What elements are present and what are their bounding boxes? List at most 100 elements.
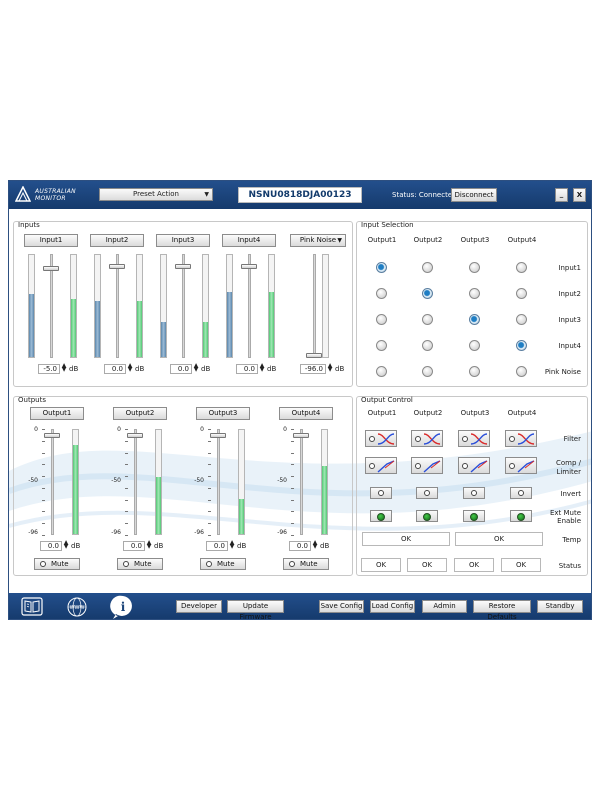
brand-line2: MONITOR [35, 195, 66, 202]
compressor-button[interactable] [458, 457, 490, 474]
ext-mute-enable-button[interactable] [463, 510, 485, 522]
route-radio[interactable] [469, 314, 480, 325]
info-label: i [121, 600, 126, 614]
pink-noise-value[interactable]: -96.0 [300, 364, 326, 374]
disconnect-button[interactable]: Disconnect [451, 188, 497, 202]
input-fader-thumb[interactable] [241, 263, 257, 269]
route-radio[interactable] [422, 288, 433, 299]
route-radio[interactable] [422, 340, 433, 351]
spin-updown-icon[interactable]: ▲ ▼ [146, 539, 152, 550]
input-gain-value[interactable]: -5.0 [38, 364, 60, 374]
input-channel-button[interactable]: Input1 [24, 234, 78, 247]
spin-updown-icon[interactable]: ▲ ▼ [127, 362, 133, 373]
route-radio[interactable] [422, 314, 433, 325]
compressor-button[interactable] [411, 457, 443, 474]
filter-button[interactable] [411, 430, 443, 447]
ext-mute-enable-button[interactable] [510, 510, 532, 522]
route-radio[interactable] [376, 340, 387, 351]
developer-button[interactable]: Developer [176, 600, 222, 613]
route-radio[interactable] [469, 366, 480, 377]
restore-defaults-button[interactable]: Restore Defaults [473, 600, 531, 619]
admin-button[interactable]: Admin [422, 600, 467, 613]
route-radio[interactable] [469, 288, 480, 299]
mute-button[interactable]: Mute [283, 558, 329, 570]
route-radio[interactable] [516, 340, 527, 351]
output-gain-value[interactable]: 0.0 [123, 541, 145, 551]
mute-button[interactable]: Mute [34, 558, 80, 570]
filter-button[interactable] [505, 430, 537, 447]
preset-action-dropdown[interactable]: Preset Action ▼ [99, 188, 213, 201]
invert-button[interactable] [463, 487, 485, 499]
spin-updown-icon[interactable]: ▲ ▼ [63, 539, 69, 550]
output-gain-value[interactable]: 0.0 [206, 541, 228, 551]
spin-updown-icon[interactable]: ▲ ▼ [229, 539, 235, 550]
input-channel-button[interactable]: Input3 [156, 234, 210, 247]
mute-button[interactable]: Mute [117, 558, 163, 570]
input-gain-value[interactable]: 0.0 [170, 364, 192, 374]
spin-updown-icon[interactable]: ▲ ▼ [259, 362, 265, 373]
input-selection-panel: Input Selection Output1 Output2 Output3 Out… [356, 221, 588, 387]
pink-noise-fader-thumb[interactable] [306, 353, 322, 358]
invert-button[interactable] [416, 487, 438, 499]
ext-mute-enable-button[interactable] [370, 510, 392, 522]
output-gain-value[interactable]: 0.0 [289, 541, 311, 551]
input-gain-value[interactable]: 0.0 [236, 364, 258, 374]
spin-updown-icon[interactable]: ▲ ▼ [312, 539, 318, 550]
output-gain-value[interactable]: 0.0 [40, 541, 62, 551]
input-level-meter-right [268, 254, 275, 358]
route-radio[interactable] [516, 262, 527, 273]
route-radio[interactable] [516, 366, 527, 377]
compressor-button[interactable] [505, 457, 537, 474]
output-fader-thumb[interactable] [293, 433, 309, 439]
website-globe-icon[interactable]: WWW [66, 596, 88, 618]
pink-noise-dropdown[interactable]: Pink Noise ▼ [290, 234, 346, 247]
input-channel-button[interactable]: Input4 [222, 234, 276, 247]
mute-button[interactable]: Mute [200, 558, 246, 570]
manual-book-icon[interactable] [21, 597, 43, 616]
route-radio[interactable] [376, 366, 387, 377]
ext-mute-led-icon [377, 513, 385, 521]
output-fader-thumb[interactable] [210, 433, 226, 439]
input-channel-button[interactable]: Input2 [90, 234, 144, 247]
route-radio[interactable] [469, 340, 480, 351]
invert-button[interactable] [510, 487, 532, 499]
route-radio[interactable] [376, 262, 387, 273]
route-radio[interactable] [516, 314, 527, 325]
load-config-button[interactable]: Load Config [370, 600, 415, 613]
mute-label: Mute [51, 560, 69, 568]
output-channel-button[interactable]: Output3 [196, 407, 250, 420]
route-radio[interactable] [469, 262, 480, 273]
route-radio[interactable] [422, 262, 433, 273]
dropdown-arrow-icon: ▼ [337, 237, 342, 244]
output-control-panel: Output Control Output1 Output2 Output3 Outp… [356, 396, 588, 576]
db-unit-label: dB [320, 542, 330, 550]
input-gain-value[interactable]: 0.0 [104, 364, 126, 374]
route-radio[interactable] [376, 314, 387, 325]
route-radio[interactable] [516, 288, 527, 299]
info-icon[interactable]: i [110, 594, 136, 620]
spin-updown-icon[interactable]: ▲ ▼ [327, 362, 333, 373]
filter-button[interactable] [458, 430, 490, 447]
input-fader-thumb[interactable] [43, 265, 59, 271]
input-fader-thumb[interactable] [109, 263, 125, 269]
invert-button[interactable] [370, 487, 392, 499]
output-fader-thumb[interactable] [44, 433, 60, 439]
compressor-button[interactable] [365, 457, 397, 474]
output-channel-button[interactable]: Output4 [279, 407, 333, 420]
route-radio[interactable] [376, 288, 387, 299]
spin-updown-icon[interactable]: ▲ ▼ [61, 362, 67, 373]
output-channel-button[interactable]: Output1 [30, 407, 84, 420]
filter-button[interactable] [365, 430, 397, 447]
route-radio[interactable] [422, 366, 433, 377]
close-button[interactable]: X [573, 188, 586, 202]
standby-button[interactable]: Standby [537, 600, 583, 613]
output-fader-thumb[interactable] [127, 433, 143, 439]
spin-updown-icon[interactable]: ▲ ▼ [193, 362, 199, 373]
minimize-button[interactable]: _ [555, 188, 568, 202]
save-config-button[interactable]: Save Config [319, 600, 364, 613]
output-channel-button[interactable]: Output2 [113, 407, 167, 420]
scale-tick [42, 511, 45, 513]
update-firmware-button[interactable]: Update Firmware [227, 600, 284, 619]
input-fader-thumb[interactable] [175, 263, 191, 269]
ext-mute-enable-button[interactable] [416, 510, 438, 522]
